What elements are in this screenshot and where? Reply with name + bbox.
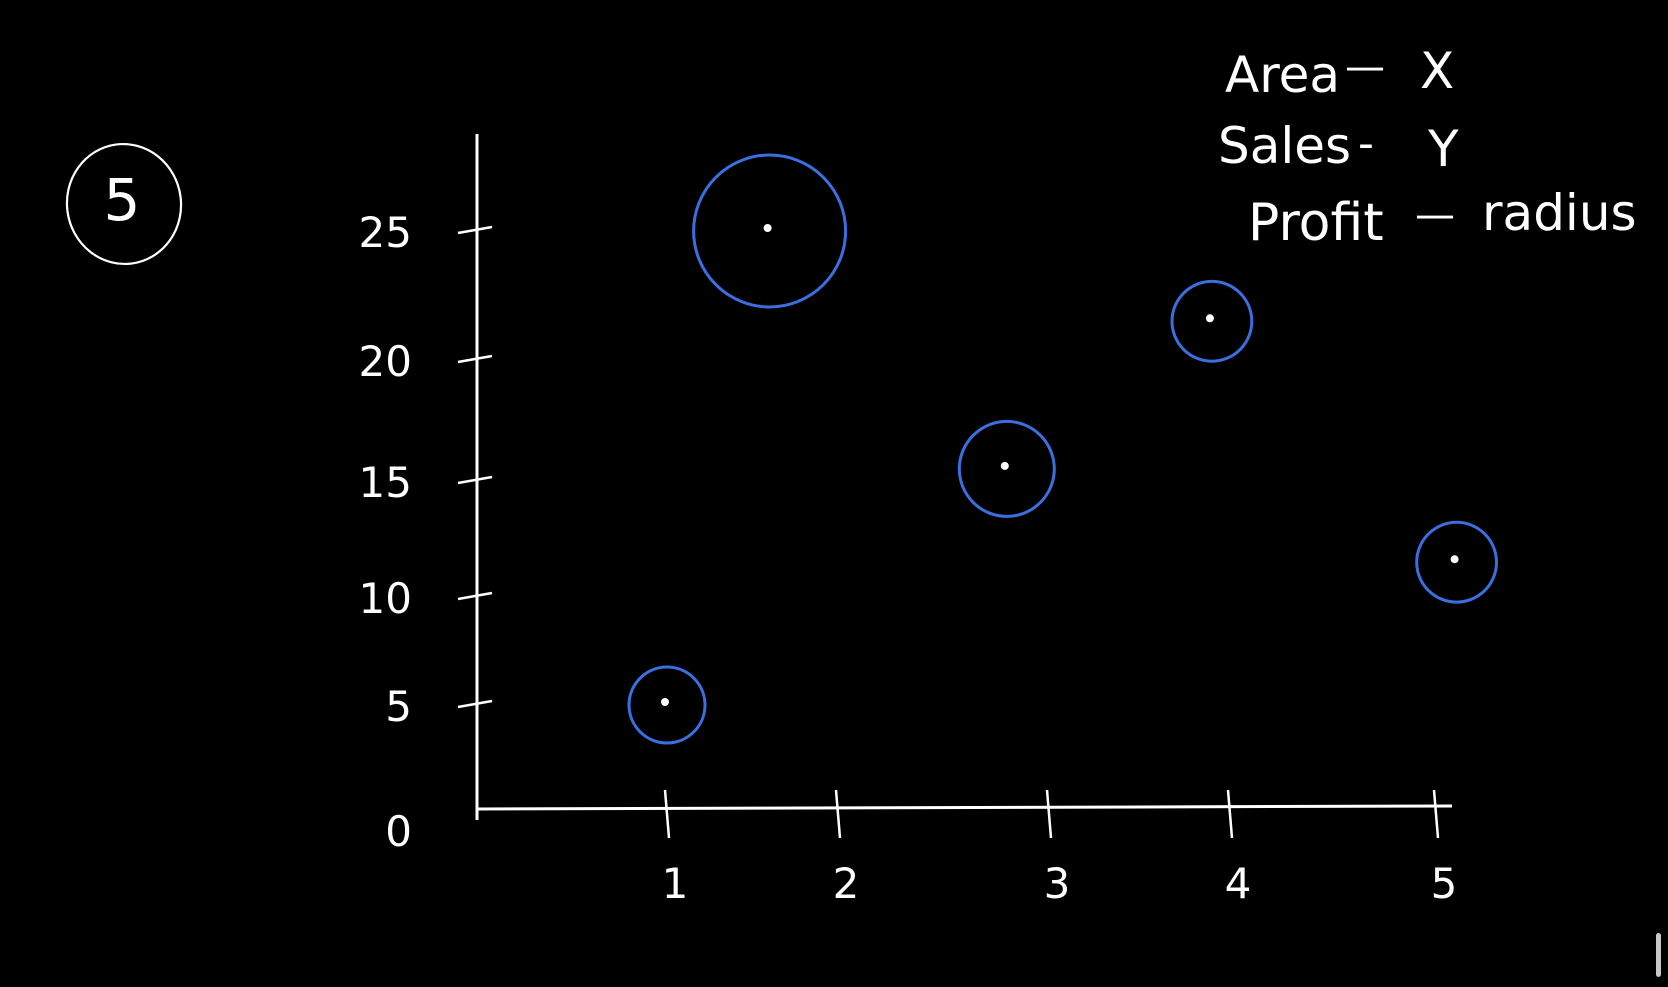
note-sales: Sales - Y bbox=[1218, 117, 1459, 178]
bubble-center-dot bbox=[763, 224, 772, 232]
y-tick-label: 20 bbox=[359, 337, 412, 386]
note-sales-sep: - bbox=[1358, 118, 1374, 169]
y-tick-mark bbox=[457, 699, 493, 709]
bubble-series bbox=[627, 153, 1498, 745]
note-area-label: Area bbox=[1225, 46, 1340, 104]
x-tick-mark bbox=[1226, 789, 1234, 839]
x-tick-label: 4 bbox=[1225, 859, 1252, 908]
y-tick-mark bbox=[457, 475, 493, 485]
y-tick-mark bbox=[457, 225, 493, 235]
bubble bbox=[1170, 279, 1254, 363]
x-axis-line bbox=[476, 804, 1453, 811]
x-tick-label: 2 bbox=[833, 859, 860, 908]
x-tick-label: 1 bbox=[662, 859, 689, 908]
bubble bbox=[692, 153, 848, 309]
x-tick-label: 3 bbox=[1044, 859, 1071, 908]
bubble-center-dot bbox=[1000, 461, 1009, 470]
bubble-center-dot bbox=[1450, 555, 1459, 564]
y-tick-label: 15 bbox=[359, 458, 412, 507]
y-tick-label: 10 bbox=[359, 574, 412, 623]
bubble bbox=[957, 419, 1056, 518]
note-profit-label: Profit bbox=[1248, 193, 1384, 253]
note-profit: Profit — radius bbox=[1248, 184, 1637, 253]
x-tick-mark bbox=[834, 789, 842, 839]
note-sales-label: Sales bbox=[1218, 117, 1351, 175]
y-tick-mark bbox=[457, 354, 493, 364]
bubble bbox=[1415, 520, 1498, 604]
legend-notes: Area — X Sales - Y Profit — radius bbox=[1218, 42, 1637, 253]
note-area: Area — X bbox=[1225, 42, 1454, 104]
bubble bbox=[627, 665, 707, 745]
bubble-center-dot bbox=[661, 698, 669, 706]
note-sales-value: Y bbox=[1427, 120, 1459, 178]
y-tick-label: 5 bbox=[385, 682, 412, 731]
note-profit-sep: — bbox=[1415, 192, 1455, 238]
note-area-value: X bbox=[1420, 42, 1454, 100]
x-axis-ticks: 1 2 3 4 5 bbox=[662, 789, 1458, 908]
x-tick-mark bbox=[1045, 789, 1053, 839]
y-tick-label: 0 bbox=[385, 807, 412, 856]
x-tick-mark bbox=[663, 789, 671, 839]
y-tick-label: 25 bbox=[359, 208, 412, 257]
note-area-sep: — bbox=[1345, 44, 1385, 90]
x-tick-label: 5 bbox=[1431, 859, 1458, 908]
problem-number-badge: 5 bbox=[65, 142, 183, 266]
x-tick-mark bbox=[1432, 789, 1440, 839]
y-axis-ticks: 0 5 10 15 20 25 bbox=[359, 208, 493, 856]
note-profit-value: radius bbox=[1482, 184, 1637, 242]
problem-number: 5 bbox=[104, 166, 141, 234]
bubble-center-dot bbox=[1205, 314, 1214, 323]
y-tick-mark bbox=[457, 591, 493, 601]
problem-number-circle bbox=[65, 142, 183, 266]
vertical-scrollbar[interactable] bbox=[1656, 933, 1661, 977]
